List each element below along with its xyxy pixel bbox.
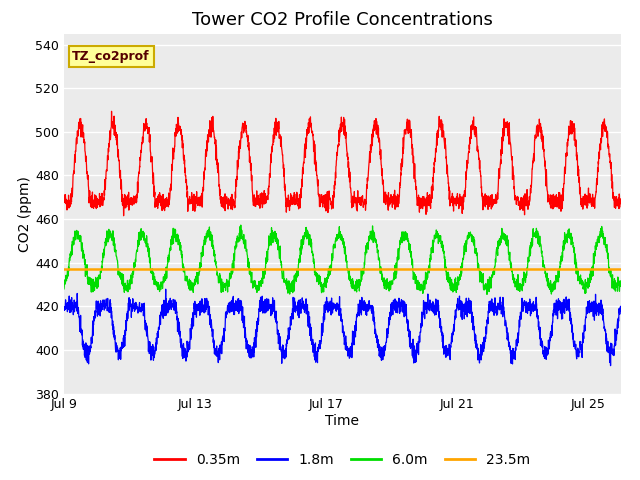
X-axis label: Time: Time xyxy=(325,414,360,428)
Legend: 0.35m, 1.8m, 6.0m, 23.5m: 0.35m, 1.8m, 6.0m, 23.5m xyxy=(149,447,536,472)
Text: TZ_co2prof: TZ_co2prof xyxy=(72,50,150,63)
Title: Tower CO2 Profile Concentrations: Tower CO2 Profile Concentrations xyxy=(192,11,493,29)
Y-axis label: CO2 (ppm): CO2 (ppm) xyxy=(19,176,33,252)
